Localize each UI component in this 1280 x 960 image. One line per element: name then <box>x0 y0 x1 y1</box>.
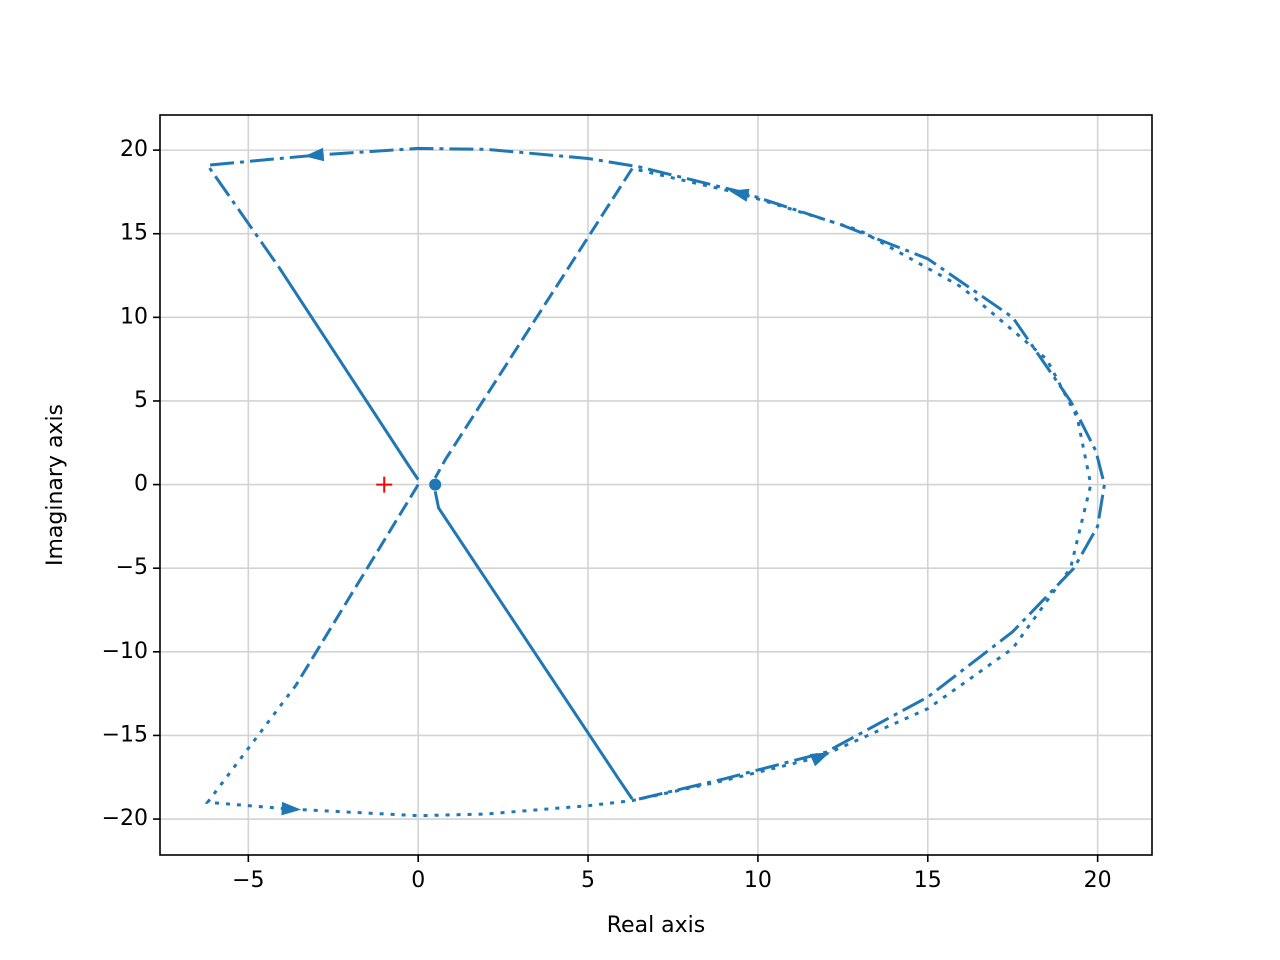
y-tick-label: 20 <box>120 137 148 162</box>
curve <box>204 146 1106 801</box>
y-tick-label: −15 <box>102 722 148 747</box>
y-tick-label: 0 <box>134 472 148 497</box>
y-axis-label: Imaginary axis <box>43 404 68 566</box>
direction-arrow <box>729 188 750 202</box>
marker-plus <box>376 476 393 493</box>
grid <box>160 115 1152 855</box>
y-tick-label: −20 <box>102 806 148 831</box>
y-tick-label: −5 <box>116 555 148 580</box>
y-tick-label: 15 <box>120 221 148 246</box>
ticks: −5 0 5 10 15 20 −20 −15 −10 −5 0 5 10 15 20 <box>102 137 1112 893</box>
y-tick-label: 10 <box>120 304 148 329</box>
direction-arrow <box>304 147 325 162</box>
x-tick-label: 15 <box>914 868 942 893</box>
x-tick-label: 5 <box>581 868 595 893</box>
x-tick-label: 10 <box>744 868 772 893</box>
curve <box>204 167 1093 818</box>
x-axis-label: Real axis <box>607 913 706 938</box>
direction-arrow <box>281 801 302 816</box>
x-tick-label: 20 <box>1084 868 1112 893</box>
plot-area <box>204 146 1106 818</box>
x-tick-label: −5 <box>232 868 264 893</box>
y-tick-label: −10 <box>102 639 148 664</box>
curve <box>433 491 634 800</box>
x-tick-label: 0 <box>411 868 425 893</box>
curve <box>294 167 634 687</box>
y-tick-label: 5 <box>134 388 148 413</box>
direction-arrow <box>809 752 830 767</box>
marker-point <box>429 478 442 491</box>
curve <box>277 266 420 481</box>
